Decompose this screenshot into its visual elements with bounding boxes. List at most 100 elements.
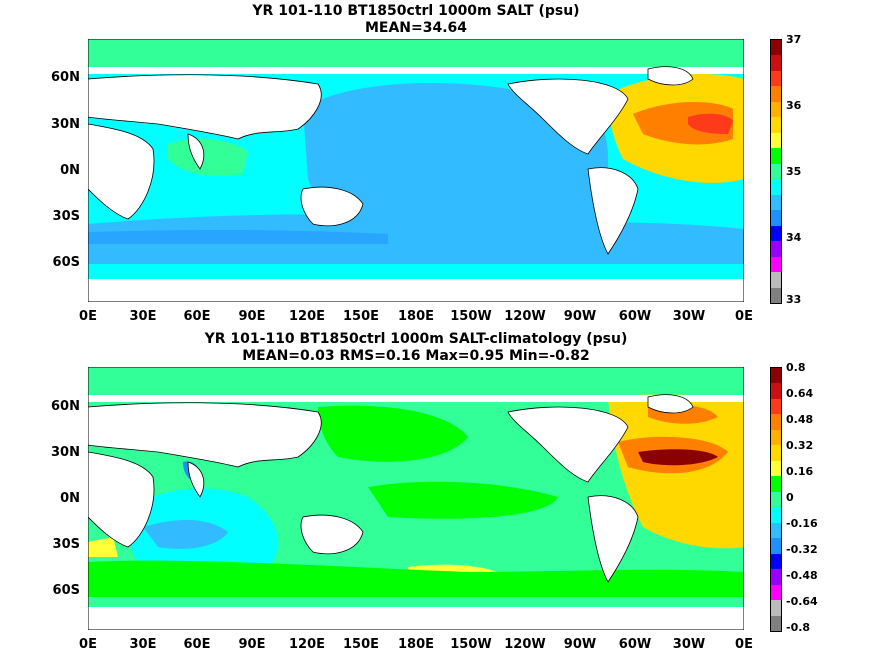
panel2-title-line1: YR 101-110 BT1850ctrl 1000m SALT-climato… <box>204 331 628 347</box>
p1-colorbar <box>770 39 782 304</box>
p2-lat-tick: 60N <box>51 399 80 414</box>
p2-colorbar-label: 0.64 <box>786 387 814 400</box>
southern-band <box>88 560 744 597</box>
india <box>187 133 205 170</box>
australia <box>300 514 364 555</box>
p1-lon-tick: 0E <box>735 309 753 324</box>
colorbar-segment <box>771 117 781 133</box>
panel1-title: YR 101-110 BT1850ctrl 1000m SALT (psu) M… <box>88 3 744 37</box>
north-america <box>507 406 629 483</box>
colorbar-segment <box>771 569 781 585</box>
south-america <box>587 167 639 255</box>
eurasia <box>88 402 322 468</box>
p1-colorbar-label: 37 <box>786 33 802 46</box>
panel2-title-line2: MEAN=0.03 RMS=0.16 Max=0.95 Min=-0.82 <box>242 348 590 364</box>
p2-colorbar-label: 0.8 <box>786 361 806 374</box>
panel2-map <box>88 367 744 630</box>
colorbar-segment <box>771 272 781 288</box>
p2-lon-tick: 150W <box>450 637 492 652</box>
africa <box>88 123 155 220</box>
p1-lon-tick: 90W <box>563 309 597 324</box>
p2-colorbar <box>770 367 782 632</box>
greenland <box>647 394 694 414</box>
p2-lon-tick: 0E <box>79 637 97 652</box>
colorbar-segment <box>771 445 781 461</box>
p1-lon-tick: 150W <box>450 309 492 324</box>
colorbar-segment <box>771 225 781 242</box>
p2-lon-tick: 60W <box>618 637 652 652</box>
atlantic-anomaly-max <box>638 449 718 466</box>
p1-lon-tick: 30E <box>129 309 157 324</box>
p2-lon-tick: 90E <box>238 637 266 652</box>
p1-colorbar-label: 36 <box>786 99 802 112</box>
colorbar-segment <box>771 70 781 87</box>
atlantic-core <box>633 102 733 145</box>
panel1-map <box>88 39 744 302</box>
southern-ring <box>88 264 744 279</box>
colorbar-segment <box>771 398 781 415</box>
p2-lon-tick: 120W <box>504 637 546 652</box>
anomaly-map-svg <box>88 367 744 630</box>
p1-lat-tick: 30N <box>51 117 80 132</box>
arctic-coast <box>88 67 744 74</box>
colorbar-segment <box>771 210 781 226</box>
colorbar-segment <box>771 491 781 508</box>
colorbar-segment <box>771 101 781 118</box>
south-atlantic-positive <box>88 537 118 557</box>
colorbar-segment <box>771 179 781 195</box>
p2-colorbar-label: 0 <box>786 491 794 504</box>
pacific-north-patch <box>318 405 468 462</box>
p2-lat-tick: 60S <box>52 583 80 598</box>
p1-lon-tick: 90E <box>238 309 266 324</box>
colorbar-segment <box>771 615 781 631</box>
colorbar-segment <box>771 132 781 149</box>
p1-lat-tick: 30S <box>52 209 80 224</box>
pacific-equator-patch <box>368 481 558 519</box>
p2-lon-tick: 0E <box>735 637 753 652</box>
p2-lon-tick: 30E <box>129 637 157 652</box>
indian-ocean-salty <box>168 138 248 176</box>
atlantic-max <box>688 113 733 134</box>
p2-colorbar-label: 0.16 <box>786 465 814 478</box>
p1-lon-tick: 120W <box>504 309 546 324</box>
antarctica <box>88 279 744 302</box>
p2-lon-tick: 150E <box>342 637 380 652</box>
colorbar-segment <box>771 522 781 539</box>
colorbar-segment <box>771 584 781 601</box>
p1-lat-tick: 60N <box>51 70 80 85</box>
colorbar-segment <box>771 476 781 492</box>
p1-lon-tick: 60E <box>183 309 211 324</box>
southern-ocean-core <box>88 229 388 244</box>
arctic-coast <box>88 395 744 402</box>
p2-colorbar-label: 0.48 <box>786 413 814 426</box>
p1-lat-tick: 0N <box>60 163 80 178</box>
india <box>187 461 205 498</box>
p1-lon-tick: 0E <box>79 309 97 324</box>
p2-colorbar-label: -0.8 <box>786 621 811 634</box>
panel2-title: YR 101-110 BT1850ctrl 1000m SALT-climato… <box>88 331 744 365</box>
colorbar-segment <box>771 194 781 211</box>
p2-colorbar-label: -0.48 <box>786 569 818 582</box>
panel1-title-line1: YR 101-110 BT1850ctrl 1000m SALT (psu) <box>252 3 580 19</box>
salt-map-svg <box>88 39 744 302</box>
p1-colorbar-label: 34 <box>786 231 802 244</box>
colorbar-segment <box>771 553 781 570</box>
colorbar-segment <box>771 241 781 257</box>
colorbar-segment <box>771 507 781 523</box>
p1-lon-tick: 60W <box>618 309 652 324</box>
p2-lat-tick: 30N <box>51 445 80 460</box>
colorbar-segment <box>771 414 781 430</box>
southern-ocean-band <box>88 214 744 264</box>
p1-lon-tick: 30W <box>672 309 706 324</box>
p1-lon-tick: 120E <box>288 309 326 324</box>
p2-colorbar-label: -0.16 <box>786 517 818 530</box>
colorbar-segment <box>771 256 781 273</box>
p2-lat-tick: 30S <box>52 537 80 552</box>
p2-lon-tick: 120E <box>288 637 326 652</box>
panel1-title-line2: MEAN=34.64 <box>364 20 468 36</box>
colorbar-segment <box>771 460 781 477</box>
south-america <box>587 495 639 583</box>
antarctica <box>88 607 744 630</box>
p2-lon-tick: 180E <box>397 637 435 652</box>
p2-colorbar-label: 0.32 <box>786 439 814 452</box>
